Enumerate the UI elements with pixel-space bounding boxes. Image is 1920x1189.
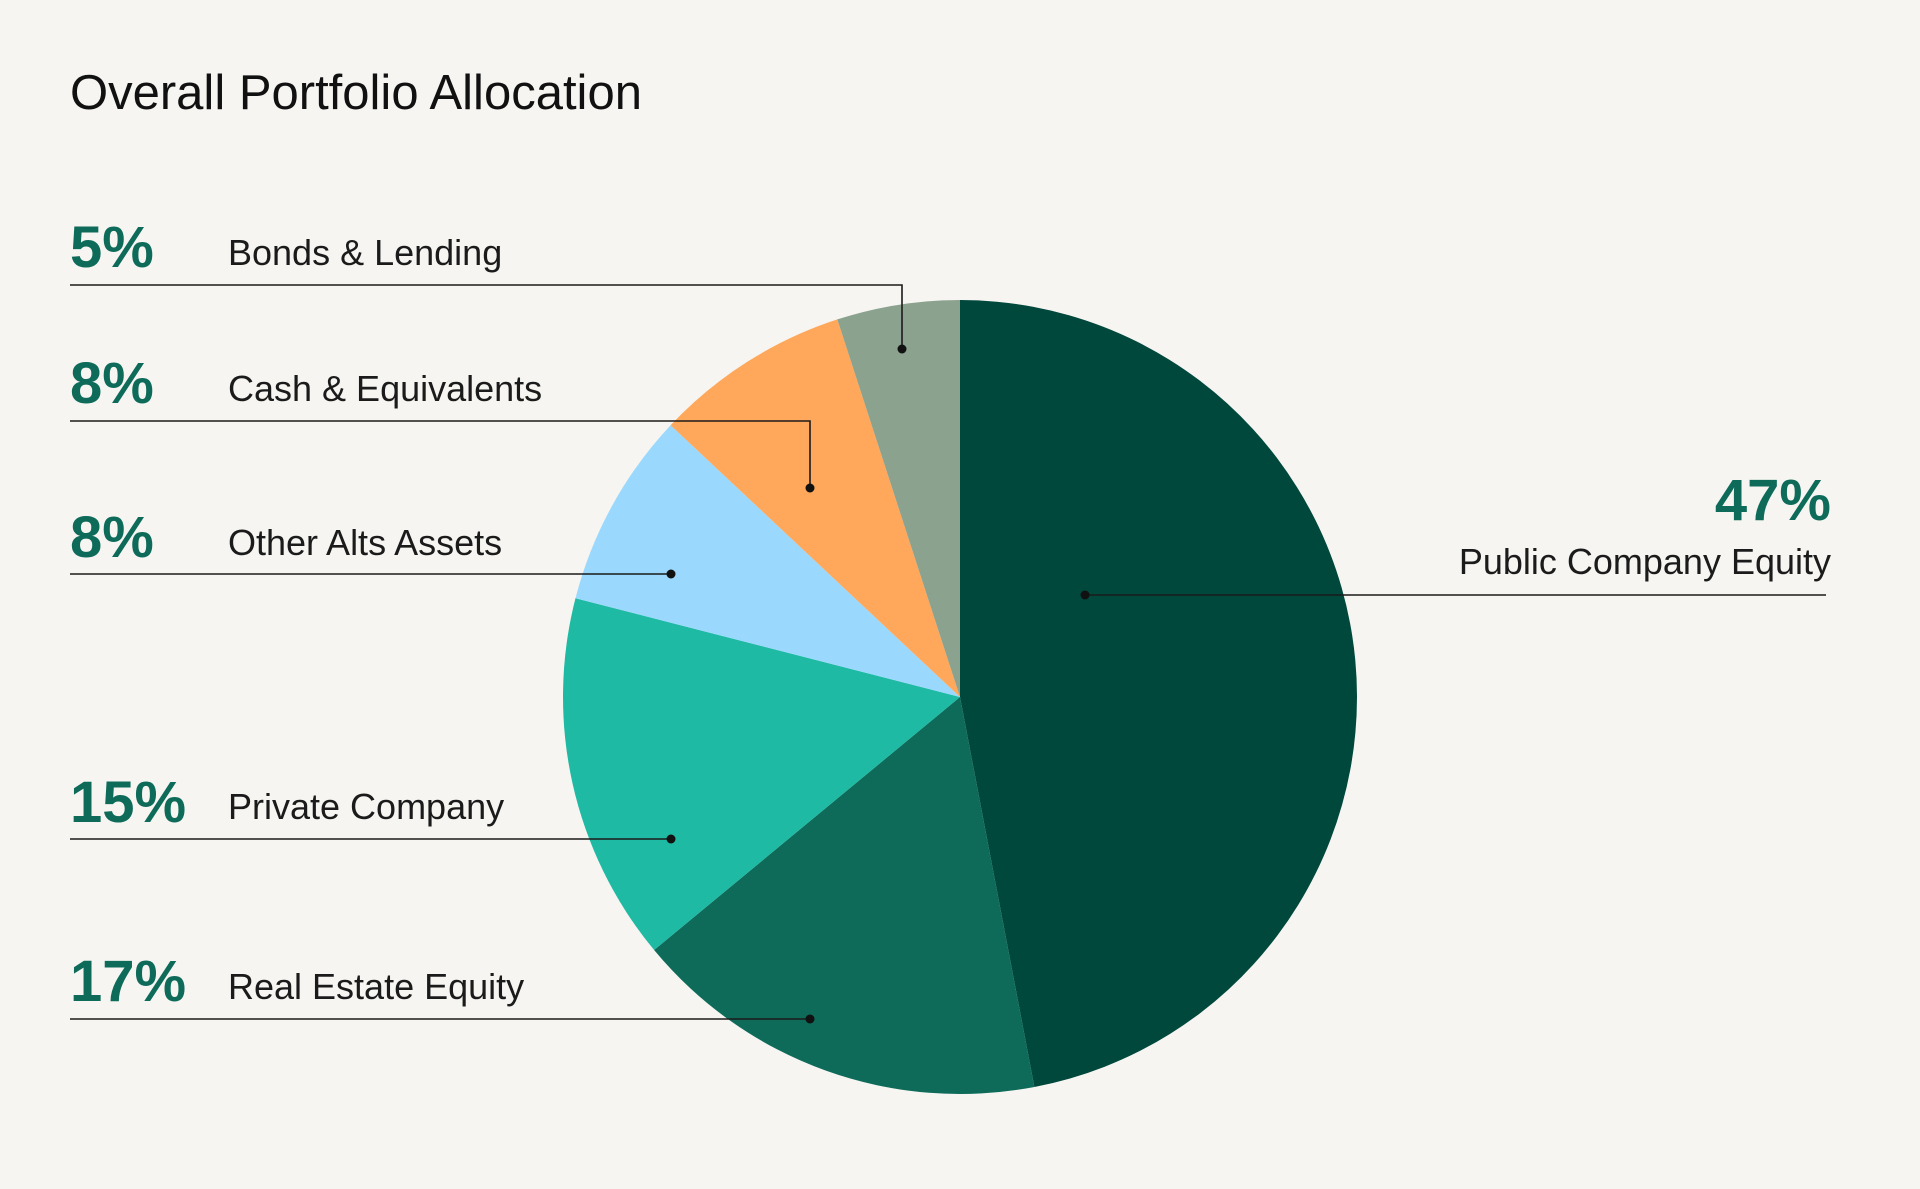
slice-cash-and-equivalents <box>670 319 960 697</box>
leader-dot-other-alts-assets <box>666 569 676 579</box>
pct-label-other-alts-assets: 8% <box>70 505 154 570</box>
slice-labels: 47% Public Company Equity 17% Real Estate E… <box>70 215 1831 1014</box>
pct-label-public-company-equity: 47% <box>1715 468 1831 533</box>
pct-label-private-company: 15% <box>70 770 186 835</box>
pct-label-bonds-and-lending: 5% <box>70 215 154 280</box>
slice-other-alts-assets <box>575 425 960 697</box>
slice-bonds-and-lending <box>837 300 960 697</box>
leader-dot-real-estate-equity <box>805 1014 815 1024</box>
slice-public-company-equity <box>960 300 1357 1087</box>
category-label-real-estate-equity: Real Estate Equity <box>228 966 524 1007</box>
category-label-private-company: Private Company <box>228 786 504 827</box>
pct-label-real-estate-equity: 17% <box>70 949 186 1014</box>
slice-real-estate-equity <box>654 697 1035 1094</box>
leader-bonds-and-lending <box>70 284 903 349</box>
pct-label-cash-and-equivalents: 8% <box>70 351 154 416</box>
leader-dot-cash-and-equivalents <box>805 483 815 493</box>
chart-title: Overall Portfolio Allocation <box>70 66 642 120</box>
leader-lines <box>70 284 1826 1024</box>
pie-slices <box>563 300 1357 1094</box>
leader-dot-private-company <box>666 834 676 844</box>
leader-cash-and-equivalents <box>70 420 811 488</box>
leader-dot-public-company-equity <box>1080 590 1090 600</box>
category-label-bonds-and-lending: Bonds & Lending <box>228 232 502 273</box>
category-label-cash-and-equivalents: Cash & Equivalents <box>228 368 542 409</box>
category-label-public-company-equity: Public Company Equity <box>1459 541 1831 582</box>
category-label-other-alts-assets: Other Alts Assets <box>228 522 502 563</box>
leader-dot-bonds-and-lending <box>897 344 907 354</box>
slice-private-company <box>563 598 960 951</box>
